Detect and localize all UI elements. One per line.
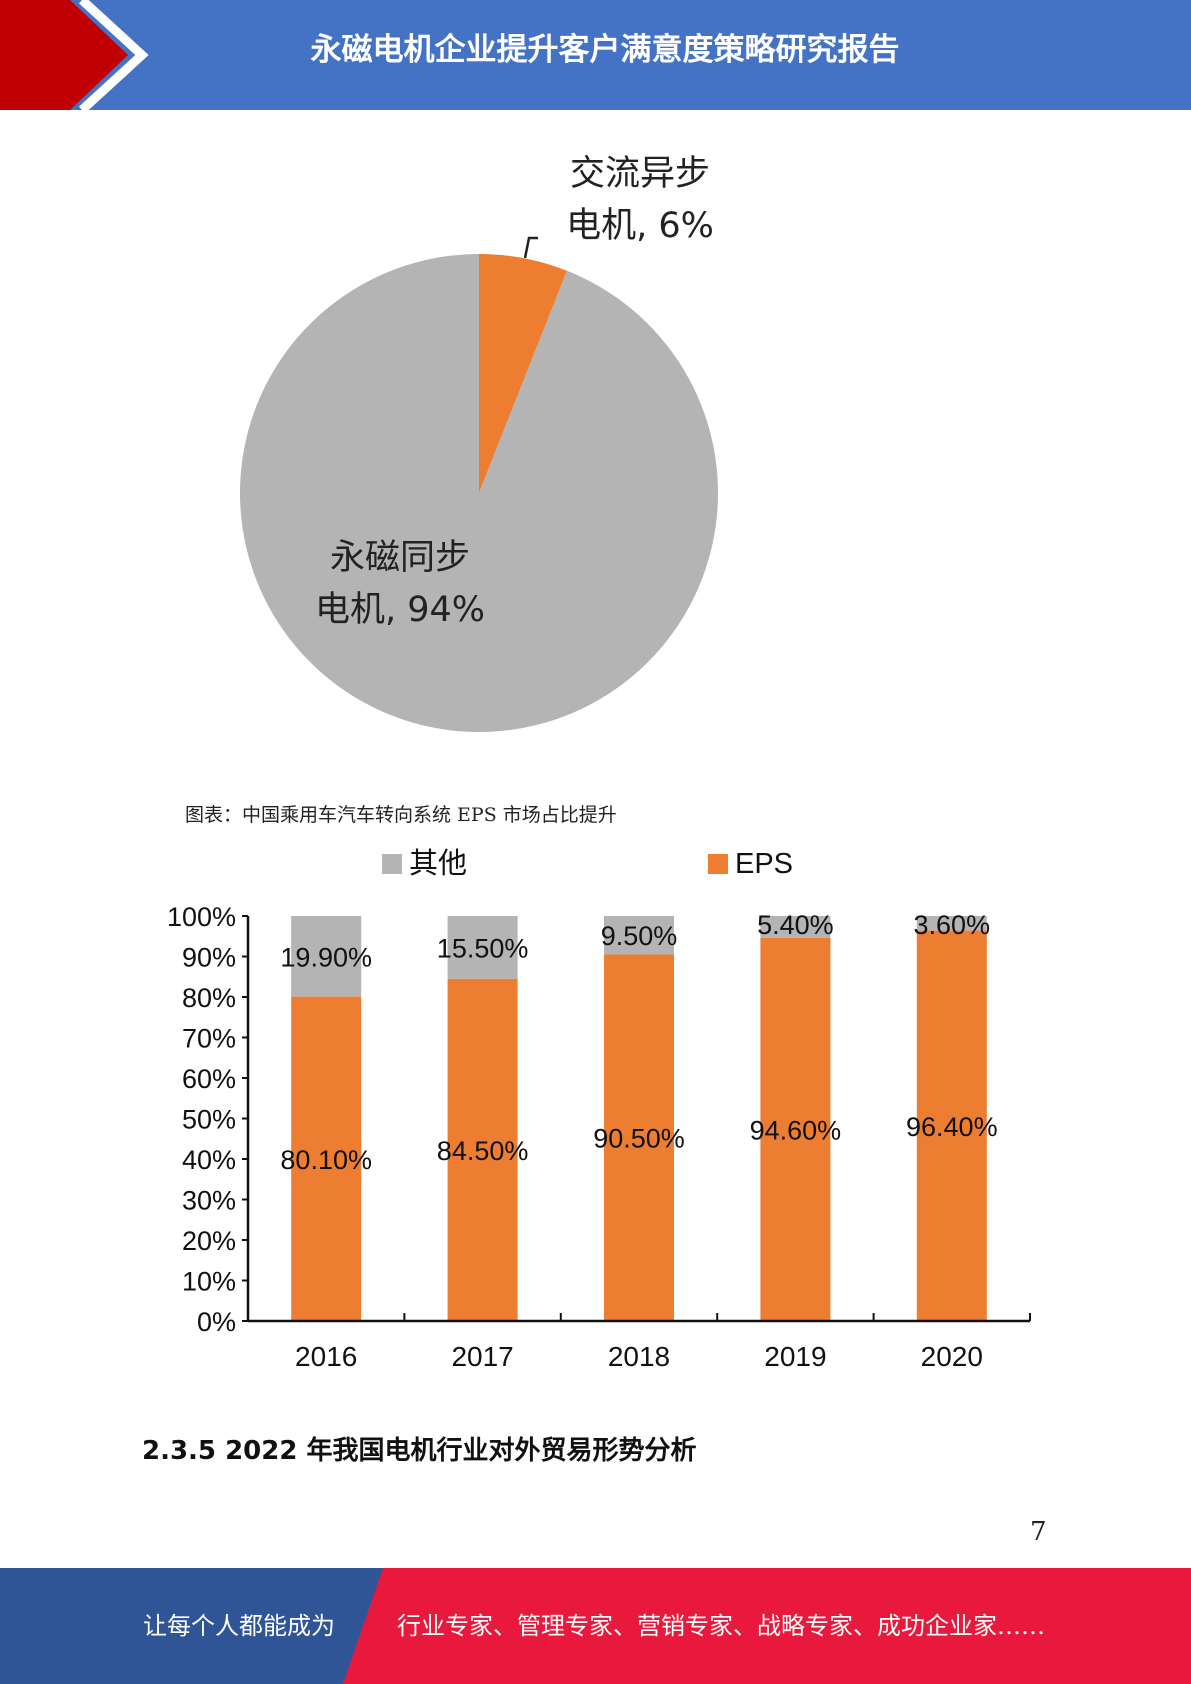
x-tick-label: 2018	[608, 1341, 670, 1372]
data-label-other: 15.50%	[437, 933, 529, 963]
legend-label-0: 其他	[409, 847, 467, 880]
x-tick-label: 2017	[451, 1341, 513, 1372]
legend-swatch-1	[708, 854, 728, 874]
pie-label-ac-async-line2: 电机, 6%	[566, 206, 714, 246]
bar-eps	[604, 954, 674, 1321]
y-tick-label: 10%	[182, 1267, 236, 1297]
pie-label-ac-async: 交流异步 电机, 6%	[535, 148, 745, 252]
pie-slice-ac-async	[479, 254, 567, 493]
x-tick-label: 2016	[295, 1341, 357, 1372]
figure-caption: 图表：中国乘用车汽车转向系统 EPS 市场占比提升	[185, 804, 617, 826]
pie-slice-pm-sync	[240, 253, 718, 732]
legend-swatch-0	[382, 854, 402, 874]
x-tick-label: 2020	[921, 1341, 983, 1372]
pie-label-pm-sync-line1: 永磁同步	[329, 538, 470, 578]
data-label-eps: 80.10%	[280, 1145, 372, 1175]
y-tick-label: 90%	[182, 943, 236, 973]
data-label-other: 3.60%	[914, 910, 991, 940]
legend-label-1: EPS	[735, 848, 793, 880]
y-tick-label: 30%	[182, 1186, 236, 1216]
data-label-eps: 90.50%	[593, 1124, 685, 1154]
data-label-eps: 94.60%	[750, 1115, 842, 1145]
bar-eps	[916, 930, 987, 1321]
y-tick-label: 20%	[182, 1226, 236, 1256]
footer-slogan-right: 行业专家、管理专家、营销专家、战略专家、成功企业家……	[397, 1612, 1045, 1640]
pie-label-ac-async-line1: 交流异步	[569, 154, 710, 194]
data-label-other: 19.90%	[280, 942, 372, 972]
data-label-other: 5.40%	[757, 910, 834, 940]
y-tick-label: 40%	[182, 1145, 236, 1175]
bar-other	[291, 916, 362, 997]
section-heading: 2.3.5 2022 年我国电机行业对外贸易形势分析	[142, 1436, 697, 1466]
footer-banner-graphic	[0, 1568, 1191, 1684]
y-tick-label: 80%	[182, 983, 236, 1013]
page-footer: 让每个人都能成为 行业专家、管理专家、营销专家、战略专家、成功企业家……	[0, 1568, 1191, 1684]
page-header: 永磁电机企业提升客户满意度策略研究报告	[0, 0, 1191, 110]
bar-other	[447, 916, 518, 979]
data-label-eps: 96.40%	[906, 1112, 998, 1142]
data-label-eps: 84.50%	[437, 1136, 529, 1166]
pie-leader-line	[523, 236, 538, 259]
bar-eps	[760, 937, 831, 1321]
bar-other	[916, 916, 987, 931]
y-tick-label: 50%	[182, 1105, 236, 1135]
bar-other	[604, 916, 674, 955]
pie-chart: 交流异步 电机, 6% 永磁同步 电机, 94%	[200, 140, 760, 740]
bar-eps	[447, 978, 518, 1321]
footer-slogan-left: 让每个人都能成为	[143, 1612, 335, 1640]
pie-label-pm-sync: 永磁同步 电机, 94%	[295, 532, 505, 636]
page-number: 7	[1030, 1517, 1047, 1547]
y-tick-label: 70%	[182, 1024, 236, 1054]
y-tick-label: 0%	[197, 1307, 236, 1337]
pie-chart-svg	[240, 236, 718, 732]
bar-eps	[291, 996, 362, 1321]
header-banner-graphic	[0, 0, 1191, 110]
report-title: 永磁电机企业提升客户满意度策略研究报告	[310, 32, 900, 68]
bar-other	[760, 916, 831, 938]
pie-label-pm-sync-line2: 电机, 94%	[314, 590, 486, 630]
eps-stacked-bar-chart: 其他 EPS 0% 10% 20% 30% 40% 50% 60% 70% 80% 90% 100% 80…	[167, 847, 1031, 1372]
data-label-other: 9.50%	[601, 921, 678, 951]
y-tick-label: 100%	[167, 902, 236, 932]
y-tick-label: 60%	[182, 1064, 236, 1094]
x-tick-label: 2019	[764, 1341, 826, 1372]
